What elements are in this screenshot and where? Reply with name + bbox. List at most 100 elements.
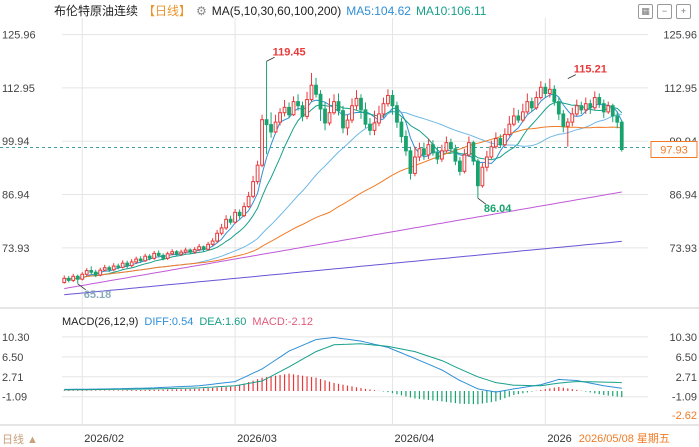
candle-body <box>152 252 157 259</box>
candle-body <box>143 255 148 262</box>
candle-body <box>413 156 417 174</box>
grid-icon[interactable]: ▦ <box>638 4 653 19</box>
candle-body <box>471 142 476 162</box>
price-tick-left: 112.95 <box>2 83 35 95</box>
candle-body <box>300 105 305 117</box>
candle-body <box>543 86 548 94</box>
candle-body <box>583 103 588 111</box>
macd-title[interactable]: MACD(26,12,9) <box>62 316 139 328</box>
time-tick: 2026/02 <box>84 433 124 445</box>
chart-header: 布伦特原油连续 【日线】 ⚙ MA(5,10,30,60,100,200) MA… <box>54 2 486 19</box>
candle-body <box>606 105 611 113</box>
candle-body <box>426 144 431 156</box>
candle-body <box>592 97 597 109</box>
candle-body <box>323 108 327 124</box>
price-tick-left: 73.93 <box>2 243 30 255</box>
candle-body <box>444 142 449 152</box>
candle-body <box>210 240 215 245</box>
zoom-out-icon[interactable]: − <box>657 4 672 19</box>
price-tick-left: 99.94 <box>2 136 30 148</box>
candle-body <box>179 251 184 255</box>
candle-body <box>511 115 516 125</box>
candle-body <box>453 148 458 162</box>
candle-body <box>255 164 260 183</box>
annotation-label: 86.04 <box>484 203 512 215</box>
candle-body <box>363 109 368 125</box>
candle-body <box>192 249 197 253</box>
price-annotations: 119.45 115.21 86.04 65.18 <box>77 46 607 301</box>
candle-body <box>597 97 602 105</box>
candle-body <box>170 251 175 255</box>
ma100-line <box>64 191 622 290</box>
current-price-box <box>650 140 698 158</box>
candle-body <box>377 113 381 124</box>
candle-body <box>561 113 566 127</box>
annotation-label: 119.45 <box>273 46 306 58</box>
candle-body <box>246 195 251 208</box>
candle-body <box>601 103 606 113</box>
candle-body <box>102 267 107 271</box>
candle-body <box>174 251 179 255</box>
candle-body <box>399 121 404 137</box>
candle-body <box>336 101 341 112</box>
candle-body <box>188 249 193 253</box>
candle-body <box>287 106 291 116</box>
candle-body <box>458 160 462 172</box>
candle-body <box>440 150 444 160</box>
macd-tick-right: 10.30 <box>669 332 697 344</box>
macd-tick-left: 10.30 <box>2 332 30 344</box>
candle-body <box>206 243 211 250</box>
candle-body <box>165 253 170 259</box>
annotation-label: 65.18 <box>84 289 112 301</box>
macd-tick-right: -1.09 <box>672 392 697 404</box>
candle-body <box>390 94 395 107</box>
candle-series <box>62 61 624 284</box>
candle-body <box>552 88 557 103</box>
candle-body <box>93 271 98 276</box>
candle-body <box>269 124 273 133</box>
macd-tick-right: 2.71 <box>676 372 697 384</box>
candle-body <box>386 94 390 105</box>
zoom-in-icon[interactable]: + <box>676 4 691 19</box>
dea-line <box>64 343 622 391</box>
period-switch[interactable]: 日线 ▲ <box>2 434 38 446</box>
macd-tick-right: 6.50 <box>676 352 697 364</box>
candle-body <box>84 270 89 275</box>
annotation-pointer <box>567 74 576 79</box>
axis-labels: 125.96125.96112.95112.9599.9499.9486.948… <box>2 30 698 445</box>
candle-body <box>395 105 399 123</box>
candle-body <box>484 156 489 168</box>
period-label[interactable]: 【日线】 <box>143 4 192 18</box>
candle-body <box>233 211 237 223</box>
candle-body <box>264 119 269 126</box>
annotation-pointer <box>477 197 487 205</box>
candle-body <box>359 97 363 111</box>
candle-body <box>480 166 485 187</box>
candle-body <box>215 232 220 242</box>
macd-diff-value: DIFF:0.54 <box>144 316 194 328</box>
candle-body <box>156 252 161 256</box>
candle-body <box>260 119 264 166</box>
ma60-line <box>64 126 622 280</box>
ma30-line <box>64 111 622 280</box>
candle-body <box>619 121 624 150</box>
candle-body <box>538 86 543 99</box>
candle-body <box>62 277 67 283</box>
candle-body <box>147 255 152 259</box>
candle-body <box>305 99 309 117</box>
candle-body <box>579 105 584 111</box>
candle-body <box>431 144 435 154</box>
candle-body <box>502 133 507 146</box>
candle-body <box>449 142 453 150</box>
candle-body <box>71 275 76 281</box>
candle-body <box>570 113 575 123</box>
gear-icon[interactable]: ⚙ <box>196 3 207 18</box>
ma-settings-label[interactable]: MA(5,10,30,60,100,200) <box>211 3 342 18</box>
candle-body <box>251 181 255 197</box>
annotation-pointer <box>266 56 275 62</box>
candle-body <box>116 265 121 268</box>
candle-body <box>466 142 471 156</box>
candle-body <box>332 101 336 114</box>
candle-body <box>368 123 372 131</box>
candle-body <box>161 254 166 259</box>
